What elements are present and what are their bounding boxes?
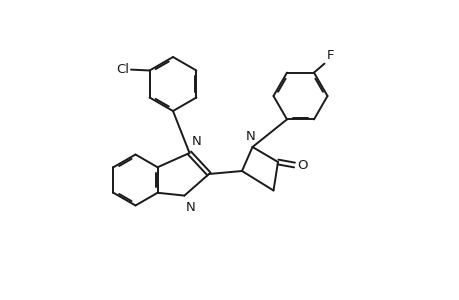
Text: F: F [325,50,333,62]
Text: N: N [191,135,201,148]
Text: N: N [185,201,195,214]
Text: Cl: Cl [116,63,129,76]
Text: N: N [246,130,255,143]
Text: O: O [296,159,307,172]
